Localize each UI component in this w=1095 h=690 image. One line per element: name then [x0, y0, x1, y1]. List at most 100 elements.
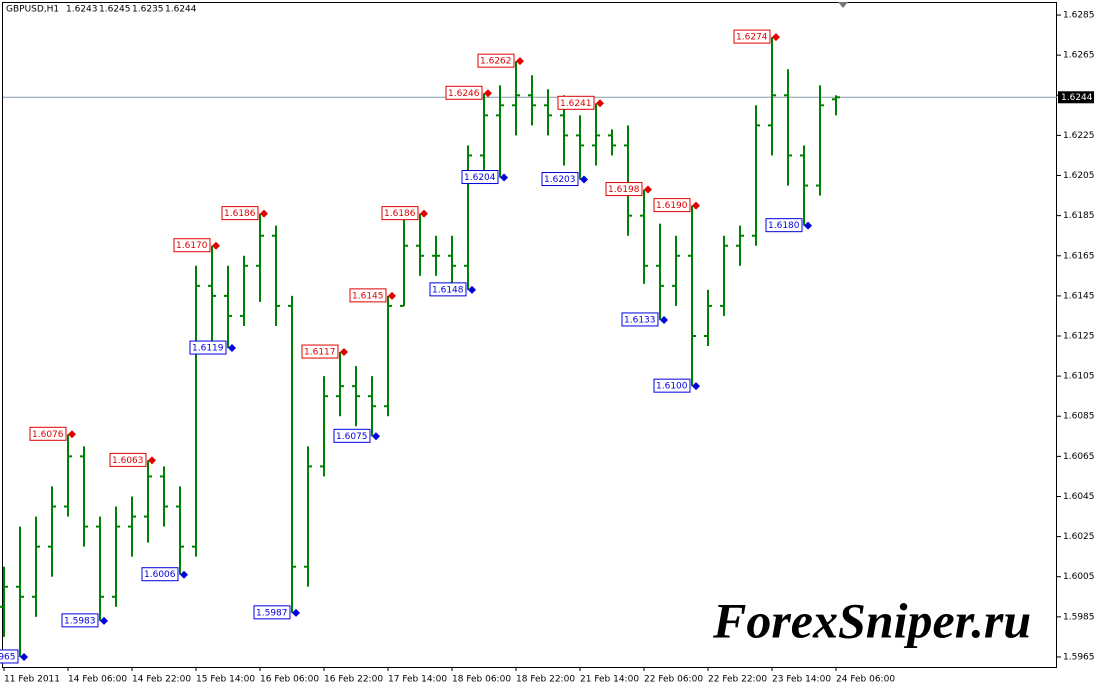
fractal-label-box: [653, 378, 691, 393]
fractal-label-box: [109, 452, 147, 467]
fractal-label-box: [29, 426, 67, 441]
fractal-label: 1.6180: [768, 221, 800, 231]
y-tick-label: 1.5965: [1063, 652, 1095, 662]
x-tick-label: 16 Feb 22:00: [324, 675, 383, 685]
fractal-label-box: [61, 613, 99, 628]
y-tick-label: 1.6125: [1063, 332, 1095, 342]
y-tick-label: 1.6165: [1063, 251, 1095, 261]
fractal-label: 1.6133: [624, 315, 656, 325]
fractal-label: 1.6006: [144, 570, 176, 580]
y-tick-label: 1.5985: [1063, 612, 1095, 622]
x-tick-label: 15 Feb 14:00: [196, 675, 255, 685]
fractal-marker: [692, 382, 700, 391]
x-tick-label: 11 Feb 2011: [4, 675, 60, 685]
y-tick-label: 1.6265: [1063, 51, 1095, 61]
fractal-label-box: [541, 172, 579, 187]
fractal-marker: [180, 570, 188, 579]
fractal-label: 1.6063: [112, 456, 144, 466]
fractal-marker: [388, 291, 396, 300]
header-close: 1.6244: [165, 5, 197, 15]
fractal-marker: [100, 616, 108, 625]
fractal-marker: [468, 285, 476, 294]
x-tick-label: 22 Feb 06:00: [644, 675, 703, 685]
fractal-label-box: [557, 95, 595, 110]
current-price-box: [1058, 91, 1094, 104]
fractal-label: 1.6204: [464, 173, 496, 183]
fractal-marker: [660, 315, 668, 324]
fractal-marker: [516, 57, 524, 66]
watermark: ForexSniper.ru: [712, 592, 1031, 648]
fractal-marker: [580, 175, 588, 184]
fractal-label: 1.6241: [560, 99, 592, 109]
fractal-label-box: [189, 340, 227, 355]
fractal-marker: [596, 99, 604, 108]
fractal-label-box: [477, 53, 515, 68]
fractal-label-box: [733, 29, 771, 44]
x-tick-label: 21 Feb 14:00: [580, 675, 639, 685]
header-open: 1.6243: [66, 5, 98, 15]
fractal-label-box: [461, 170, 499, 185]
fractal-marker: [340, 348, 348, 357]
y-tick-label: 1.6145: [1063, 291, 1095, 301]
fractal-label: 1.6145: [352, 291, 384, 301]
fractal-label: 1.6148: [432, 285, 464, 295]
fractal-label: 1.6246: [448, 89, 480, 99]
x-tick-label: 16 Feb 06:00: [260, 675, 319, 685]
x-tick-label: 18 Feb 22:00: [516, 675, 575, 685]
x-tick-label: 17 Feb 14:00: [388, 675, 447, 685]
fractal-label-box: [349, 288, 387, 303]
fractal-label: 1.5987: [256, 608, 288, 618]
x-tick-label: 24 Feb 06:00: [836, 675, 895, 685]
fractal-label: 1.5965: [0, 652, 16, 662]
fractal-label: 1.6186: [224, 209, 256, 219]
fractal-label: 1.6203: [544, 175, 576, 185]
fractal-label-box: [141, 567, 179, 582]
fractal-label: 1.6274: [736, 33, 768, 43]
fractal-label-box: [221, 206, 259, 221]
y-tick-label: 1.6065: [1063, 452, 1095, 462]
fractal-label-box: [445, 85, 483, 100]
fractal-label-box: [253, 605, 291, 620]
fractal-label: 1.6117: [304, 348, 336, 358]
y-tick-label: 1.6185: [1063, 211, 1095, 221]
fractal-label: 1.5983: [64, 616, 96, 626]
fractal-label-box: [429, 282, 467, 297]
y-tick-label: 1.6045: [1063, 492, 1095, 502]
fractal-label-box: [381, 206, 419, 221]
fractal-label: 1.6100: [656, 382, 688, 392]
fractal-label-box: [0, 649, 19, 664]
y-tick-label: 1.6005: [1063, 572, 1095, 582]
y-tick-label: 1.6285: [1063, 11, 1095, 21]
fractal-marker: [484, 89, 492, 98]
y-tick-label: 1.6025: [1063, 532, 1095, 542]
fractal-label: 1.6076: [32, 430, 64, 440]
fractal-label: 1.6186: [384, 209, 416, 219]
x-tick-label: 14 Feb 06:00: [68, 675, 127, 685]
fractal-label-box: [173, 238, 211, 253]
fractal-label-box: [653, 198, 691, 213]
x-tick-label: 18 Feb 06:00: [452, 675, 511, 685]
fractal-marker: [212, 241, 220, 250]
fractal-marker: [804, 221, 812, 230]
x-tick-label: 23 Feb 14:00: [772, 675, 831, 685]
fractal-label-box: [621, 312, 659, 327]
fractal-marker: [372, 432, 380, 441]
current-price-label: 1.6244: [1061, 93, 1093, 103]
y-tick-label: 1.6205: [1063, 171, 1095, 181]
fractal-label-box: [301, 344, 339, 359]
fractal-marker: [692, 201, 700, 210]
x-tick-label: 22 Feb 22:00: [708, 675, 767, 685]
fractal-label: 1.6198: [608, 185, 640, 195]
fractal-marker: [644, 185, 652, 194]
fractal-label-box: [765, 218, 803, 233]
y-tick-label: 1.6105: [1063, 372, 1095, 382]
fractal-label: 1.6075: [336, 432, 368, 442]
x-tick-label: 14 Feb 22:00: [132, 675, 191, 685]
fractal-marker: [260, 209, 268, 218]
plot-frame: [2, 2, 1057, 668]
fractal-marker: [772, 33, 780, 42]
y-tick-label: 1.6085: [1063, 412, 1095, 422]
header-high: 1.6245: [99, 5, 131, 15]
fractal-marker: [148, 456, 156, 465]
